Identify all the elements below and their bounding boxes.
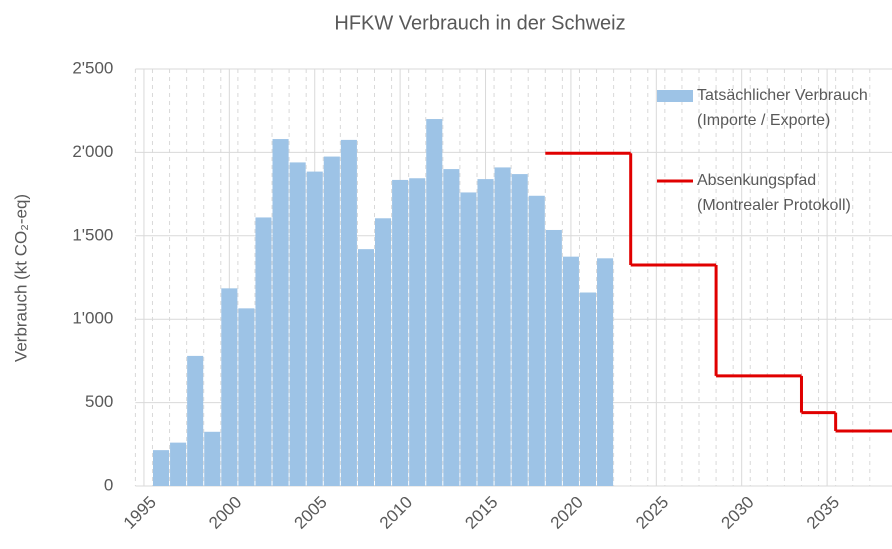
bar <box>579 292 597 486</box>
bar <box>375 218 392 486</box>
bar <box>170 442 187 486</box>
x-tick-label: 2000 <box>205 493 245 533</box>
y-axis-label: Verbrauch (kt CO₂-eq) <box>11 194 30 362</box>
x-tick-label: 2010 <box>376 493 416 533</box>
x-tick-label: 1995 <box>120 493 160 533</box>
chart-title: HFKW Verbrauch in der Schweiz <box>334 12 625 34</box>
bar <box>272 139 289 486</box>
bar <box>306 171 323 486</box>
x-tick-label: 2020 <box>547 493 587 533</box>
legend-swatch <box>657 90 693 102</box>
bar <box>323 156 340 486</box>
x-tick-label: 2005 <box>291 493 331 533</box>
x-tick-label: 2025 <box>632 493 672 533</box>
y-tick-label: 0 <box>104 475 113 494</box>
bar <box>443 169 460 486</box>
bar <box>494 167 511 487</box>
y-tick-label: 1'500 <box>72 225 113 244</box>
y-tick-label: 2'500 <box>72 58 113 77</box>
bar <box>221 288 238 486</box>
legend-label: Absenkungspfad (Montrealer Protokoll) <box>697 172 851 214</box>
bar <box>511 174 528 487</box>
bar <box>357 249 375 486</box>
bar <box>340 139 357 486</box>
bar <box>238 308 255 486</box>
bar <box>204 431 221 486</box>
bar <box>528 195 545 486</box>
bar <box>562 256 579 486</box>
x-tick-label: 2015 <box>461 493 501 533</box>
bar <box>152 450 170 486</box>
bar <box>545 229 562 486</box>
bar <box>477 179 494 486</box>
bar <box>597 258 614 486</box>
y-tick-label: 2'000 <box>72 142 113 161</box>
bar <box>289 162 306 486</box>
y-tick-label: 1'000 <box>72 309 113 328</box>
y-tick-label: 500 <box>85 392 113 411</box>
bar <box>409 178 426 486</box>
bar <box>187 355 204 486</box>
bar <box>426 119 443 486</box>
bar <box>392 179 409 486</box>
legend-label: Tatsächlicher Verbrauch (Importe / Export… <box>697 87 868 129</box>
bar <box>255 217 272 486</box>
bar <box>460 192 477 486</box>
x-tick-label: 2030 <box>718 493 758 533</box>
x-tick-label: 2035 <box>803 493 843 533</box>
